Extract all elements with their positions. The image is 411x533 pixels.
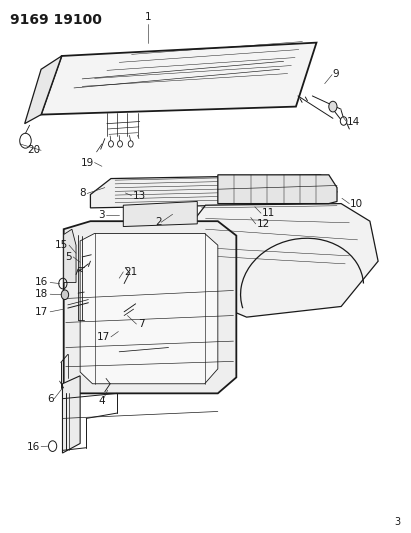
Text: 16: 16 [35,278,48,287]
Polygon shape [41,43,316,115]
Text: 21: 21 [124,267,137,277]
Text: 7: 7 [138,319,144,329]
Text: 1: 1 [145,12,151,22]
Text: 3: 3 [98,210,105,220]
Text: 4: 4 [99,396,105,406]
Polygon shape [25,56,62,124]
Text: 20: 20 [27,146,40,155]
Circle shape [118,141,122,147]
Text: 6: 6 [47,394,53,403]
Text: 2: 2 [155,217,162,227]
Text: 15: 15 [55,240,68,250]
Text: 12: 12 [257,219,270,229]
Text: 17: 17 [97,332,110,342]
Text: 9: 9 [332,69,339,78]
Circle shape [340,117,347,125]
Circle shape [61,290,69,300]
Polygon shape [80,233,218,384]
Circle shape [109,141,113,147]
Text: 11: 11 [262,208,275,218]
Text: 17: 17 [35,307,48,317]
Text: 16: 16 [27,442,40,451]
Polygon shape [64,221,236,393]
Polygon shape [90,175,337,208]
Text: 10: 10 [350,199,363,208]
Text: 13: 13 [132,191,145,200]
Text: 9169 19100: 9169 19100 [10,13,102,27]
Polygon shape [62,376,80,453]
Polygon shape [123,201,197,227]
Text: 5: 5 [65,252,72,262]
Polygon shape [64,229,76,282]
Text: 14: 14 [347,117,360,126]
Circle shape [128,141,133,147]
Text: 19: 19 [81,158,94,167]
Text: 18: 18 [35,289,48,299]
Polygon shape [189,204,378,317]
Text: 3: 3 [395,516,401,527]
Circle shape [329,101,337,112]
Polygon shape [218,175,337,204]
Text: 8: 8 [80,189,86,198]
